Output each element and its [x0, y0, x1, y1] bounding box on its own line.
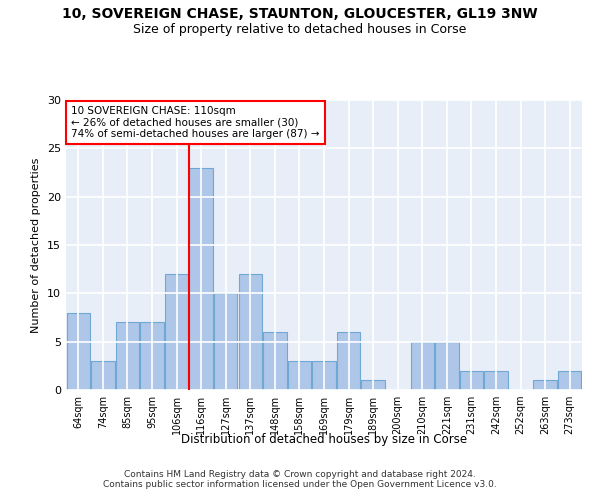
Bar: [116, 322, 139, 390]
Text: Size of property relative to detached houses in Corse: Size of property relative to detached ho…: [133, 22, 467, 36]
Bar: [533, 380, 557, 390]
Bar: [214, 294, 238, 390]
Bar: [165, 274, 188, 390]
Bar: [263, 332, 287, 390]
Text: Contains HM Land Registry data © Crown copyright and database right 2024.: Contains HM Land Registry data © Crown c…: [124, 470, 476, 479]
Bar: [140, 322, 164, 390]
Bar: [288, 361, 311, 390]
Bar: [484, 370, 508, 390]
Text: 10, SOVEREIGN CHASE, STAUNTON, GLOUCESTER, GL19 3NW: 10, SOVEREIGN CHASE, STAUNTON, GLOUCESTE…: [62, 8, 538, 22]
Bar: [361, 380, 385, 390]
Y-axis label: Number of detached properties: Number of detached properties: [31, 158, 41, 332]
Bar: [337, 332, 360, 390]
Bar: [460, 370, 483, 390]
Text: Contains public sector information licensed under the Open Government Licence v3: Contains public sector information licen…: [103, 480, 497, 489]
Bar: [410, 342, 434, 390]
Bar: [558, 370, 581, 390]
Text: Distribution of detached houses by size in Corse: Distribution of detached houses by size …: [181, 432, 467, 446]
Bar: [239, 274, 262, 390]
Bar: [313, 361, 335, 390]
Bar: [67, 312, 90, 390]
Bar: [190, 168, 213, 390]
Bar: [91, 361, 115, 390]
Text: 10 SOVEREIGN CHASE: 110sqm
← 26% of detached houses are smaller (30)
74% of semi: 10 SOVEREIGN CHASE: 110sqm ← 26% of deta…: [71, 106, 320, 139]
Bar: [435, 342, 458, 390]
